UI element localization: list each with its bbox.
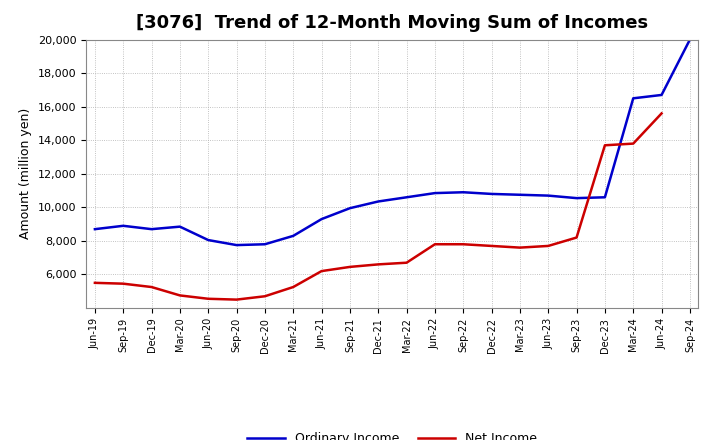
Net Income: [459, 242, 467, 247]
Ordinary Income: [318, 216, 326, 222]
Net Income: [318, 268, 326, 274]
Ordinary Income: [289, 233, 297, 238]
Ordinary Income: [459, 190, 467, 195]
Ordinary Income: [487, 191, 496, 197]
Ordinary Income: [685, 37, 694, 42]
Ordinary Income: [346, 205, 354, 211]
Net Income: [487, 243, 496, 249]
Ordinary Income: [431, 191, 439, 196]
Ordinary Income: [657, 92, 666, 98]
Net Income: [572, 235, 581, 240]
Ordinary Income: [148, 227, 156, 232]
Y-axis label: Amount (million yen): Amount (million yen): [19, 108, 32, 239]
Net Income: [289, 284, 297, 290]
Legend: Ordinary Income, Net Income: Ordinary Income, Net Income: [243, 427, 542, 440]
Net Income: [629, 141, 637, 146]
Net Income: [176, 293, 184, 298]
Net Income: [544, 243, 552, 249]
Ordinary Income: [176, 224, 184, 229]
Ordinary Income: [516, 192, 524, 198]
Line: Net Income: Net Income: [95, 114, 662, 300]
Net Income: [119, 281, 127, 286]
Net Income: [204, 296, 212, 301]
Line: Ordinary Income: Ordinary Income: [95, 40, 690, 245]
Ordinary Income: [402, 194, 411, 200]
Net Income: [657, 111, 666, 116]
Ordinary Income: [204, 238, 212, 243]
Net Income: [233, 297, 241, 302]
Ordinary Income: [629, 95, 637, 101]
Net Income: [261, 293, 269, 299]
Title: [3076]  Trend of 12-Month Moving Sum of Incomes: [3076] Trend of 12-Month Moving Sum of I…: [136, 15, 649, 33]
Ordinary Income: [374, 199, 382, 204]
Net Income: [374, 262, 382, 267]
Net Income: [148, 284, 156, 290]
Net Income: [91, 280, 99, 286]
Net Income: [600, 143, 609, 148]
Net Income: [346, 264, 354, 270]
Net Income: [402, 260, 411, 265]
Ordinary Income: [91, 227, 99, 232]
Ordinary Income: [261, 242, 269, 247]
Net Income: [431, 242, 439, 247]
Ordinary Income: [600, 194, 609, 200]
Ordinary Income: [544, 193, 552, 198]
Ordinary Income: [119, 223, 127, 228]
Net Income: [516, 245, 524, 250]
Ordinary Income: [233, 242, 241, 248]
Ordinary Income: [572, 195, 581, 201]
